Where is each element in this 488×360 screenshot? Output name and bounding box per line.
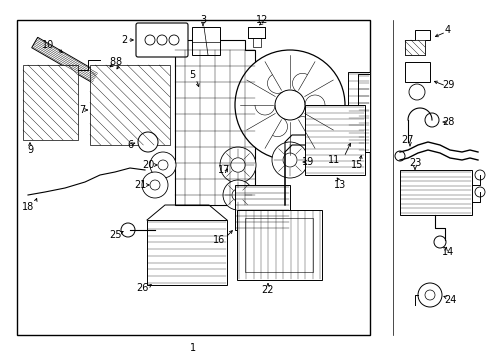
Polygon shape <box>32 37 98 83</box>
Bar <box>305 105 364 175</box>
Circle shape <box>145 35 155 45</box>
Text: 14: 14 <box>441 247 453 257</box>
Text: 18: 18 <box>22 202 34 212</box>
Circle shape <box>231 189 244 201</box>
Circle shape <box>169 35 179 45</box>
FancyBboxPatch shape <box>136 23 187 57</box>
Text: 9: 9 <box>27 145 33 155</box>
Text: 7: 7 <box>79 105 85 115</box>
Bar <box>90 65 170 145</box>
Circle shape <box>274 90 305 120</box>
Circle shape <box>424 113 438 127</box>
Circle shape <box>220 147 256 183</box>
Text: 19: 19 <box>301 157 313 167</box>
Circle shape <box>474 170 484 180</box>
Circle shape <box>283 153 296 167</box>
Bar <box>17 20 369 335</box>
Circle shape <box>433 236 445 248</box>
Text: 6: 6 <box>127 140 133 150</box>
Circle shape <box>230 158 244 172</box>
Bar <box>357 74 369 152</box>
Text: 12: 12 <box>255 15 267 25</box>
Text: 20: 20 <box>142 160 154 170</box>
Polygon shape <box>404 30 429 55</box>
Circle shape <box>223 180 252 210</box>
Circle shape <box>150 180 160 190</box>
Circle shape <box>150 152 176 178</box>
Text: 21: 21 <box>134 180 146 190</box>
Circle shape <box>138 132 158 152</box>
Text: 24: 24 <box>443 295 455 305</box>
Text: 11: 11 <box>327 155 340 165</box>
Text: 29: 29 <box>441 80 453 90</box>
Bar <box>147 220 226 285</box>
Circle shape <box>158 160 168 170</box>
Bar <box>244 218 312 272</box>
Text: 13: 13 <box>333 180 346 190</box>
Bar <box>399 170 471 215</box>
Circle shape <box>417 283 441 307</box>
Bar <box>347 72 369 142</box>
Text: 23: 23 <box>408 158 420 168</box>
Text: 27: 27 <box>401 135 413 145</box>
Circle shape <box>271 142 307 178</box>
Bar <box>237 210 321 280</box>
Circle shape <box>235 50 345 160</box>
Text: 15: 15 <box>350 160 363 170</box>
Circle shape <box>394 151 404 161</box>
Polygon shape <box>175 40 254 205</box>
Circle shape <box>157 35 167 45</box>
Text: 17: 17 <box>217 165 230 175</box>
Text: 8: 8 <box>109 57 115 67</box>
Text: 26: 26 <box>136 283 148 293</box>
Bar <box>404 62 429 82</box>
Bar <box>235 185 289 230</box>
Text: 22: 22 <box>261 285 274 295</box>
Bar <box>23 65 78 140</box>
Circle shape <box>474 187 484 197</box>
Text: 25: 25 <box>108 230 121 240</box>
Text: 3: 3 <box>200 15 205 25</box>
Circle shape <box>121 223 135 237</box>
Circle shape <box>424 290 434 300</box>
Text: 10: 10 <box>42 40 54 50</box>
Text: 2: 2 <box>121 35 127 45</box>
Text: 16: 16 <box>212 235 224 245</box>
Text: 1: 1 <box>189 343 196 353</box>
Bar <box>192 27 220 55</box>
Circle shape <box>408 84 424 100</box>
Bar <box>404 40 424 55</box>
Text: 8: 8 <box>115 57 121 67</box>
Text: 5: 5 <box>188 70 195 80</box>
Text: 28: 28 <box>441 117 453 127</box>
Circle shape <box>142 172 168 198</box>
Text: 4: 4 <box>444 25 450 35</box>
